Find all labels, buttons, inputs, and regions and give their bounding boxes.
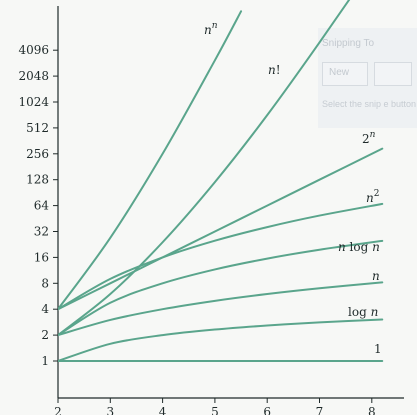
y-tick-label: 256 xyxy=(26,147,49,161)
series-label-5: n xyxy=(372,269,380,283)
x-tick-label: 3 xyxy=(106,405,114,415)
y-tick-label: 4096 xyxy=(18,43,49,57)
y-tick-label: 4 xyxy=(41,302,49,316)
x-tick-label: 7 xyxy=(316,405,324,415)
background-mode-button xyxy=(374,62,412,86)
series-label-7: 1 xyxy=(374,342,382,356)
chart-series xyxy=(58,0,384,362)
y-tick-label: 2048 xyxy=(18,69,49,83)
y-tick-label: 2 xyxy=(41,328,49,342)
chart-series-labels: nn n! 2n n2 n log n n log n 1 xyxy=(204,21,382,356)
series-line-0 xyxy=(58,10,243,311)
y-tick-label: 32 xyxy=(34,225,49,239)
series-label-0: nn xyxy=(204,21,218,37)
series-line-3 xyxy=(58,202,384,311)
series-label-2: 2n xyxy=(362,130,376,146)
chart-axes: 1 2 4 8 16 32 64 128 256 512 1024 2048 4096 2 3 4 5 6 7 8 xyxy=(18,6,404,415)
background-app-title: Snipping To xyxy=(322,38,375,49)
series-label-3: n2 xyxy=(366,189,379,205)
x-tick-label: 4 xyxy=(159,405,167,415)
series-line-2 xyxy=(58,147,384,311)
x-tick-label: 8 xyxy=(368,405,376,415)
background-app-panel: Snipping To New Select the snip e button xyxy=(318,28,417,128)
background-new-button: New xyxy=(322,62,368,86)
background-app-hint: Select the snip e button xyxy=(322,99,417,109)
series-label-4: n log n xyxy=(338,240,380,254)
background-new-button-label: New xyxy=(329,67,350,78)
series-line-5 xyxy=(58,281,384,337)
y-tick-label: 1 xyxy=(41,354,49,368)
x-tick-label: 2 xyxy=(54,405,62,415)
y-tick-label: 8 xyxy=(41,276,49,290)
y-tick-label: 128 xyxy=(26,173,49,187)
x-tick-label: 6 xyxy=(263,405,271,415)
y-tick-label: 1024 xyxy=(18,95,49,109)
series-line-4 xyxy=(58,239,384,337)
y-tick-label: 512 xyxy=(26,121,49,135)
series-line-6 xyxy=(58,318,384,362)
series-label-1: n! xyxy=(268,63,281,77)
y-tick-label: 16 xyxy=(34,250,49,264)
series-line-1 xyxy=(58,0,351,337)
series-label-6: log n xyxy=(348,305,378,319)
x-tick-label: 5 xyxy=(211,405,219,415)
y-tick-label: 64 xyxy=(34,199,50,213)
